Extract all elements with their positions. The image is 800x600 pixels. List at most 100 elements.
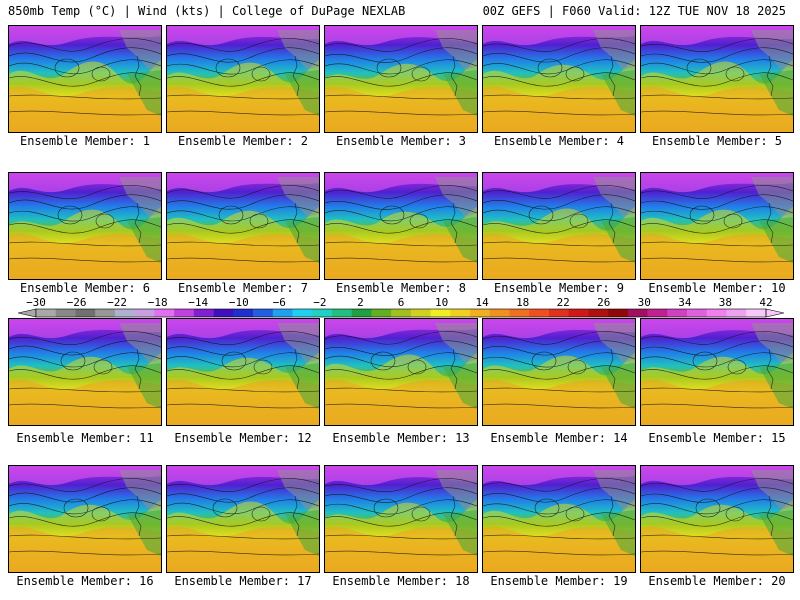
ensemble-map-panel [640,172,794,280]
ensemble-map-panel [8,465,162,573]
colorbar-tick-label: −26 [67,296,87,309]
temperature-map [641,173,793,279]
ensemble-member-label: Ensemble Member: 13 [332,431,470,445]
colorbar-tick-label: 30 [638,296,651,309]
colorbar-segment [430,309,451,317]
colorbar-segment [95,309,116,317]
colorbar-segment [391,309,412,317]
colorbar-segment [272,309,293,317]
temperature-map [325,26,477,132]
ensemble-member-label: Ensemble Member: 9 [493,281,625,295]
temperature-map [325,173,477,279]
temperature-map [641,466,793,572]
ensemble-member-label: Ensemble Member: 17 [174,574,312,588]
colorbar-tick-label: 2 [357,296,364,309]
ensemble-member-label: Ensemble Member: 2 [177,134,309,148]
colorbar-tick-label: 26 [597,296,610,309]
colorbar-segment [568,309,589,317]
colorbar-segment [470,309,491,317]
ensemble-map-panel [482,318,636,426]
colorbar-segment [529,309,550,317]
colorbar-segment [292,309,313,317]
temperature-map [483,173,635,279]
colorbar-segment [687,309,708,317]
temperature-map [641,26,793,132]
colorbar-segment [588,309,609,317]
colorbar-segment [647,309,668,317]
ensemble-map-panel [166,25,320,133]
ensemble-map-panel [324,25,478,133]
temperature-map [641,319,793,425]
header-title: 850mb Temp (°C) | Wind (kts) | College o… [8,4,406,18]
ensemble-map-panel [324,172,478,280]
temperature-map [9,26,161,132]
ensemble-member-label: Ensemble Member: 7 [177,281,309,295]
ensemble-map-panel [324,318,478,426]
temperature-map [167,466,319,572]
ensemble-member-label: Ensemble Member: 6 [19,281,151,295]
colorbar-segment [36,309,57,317]
colorbar-tick-label: 14 [475,296,489,309]
ensemble-member-label: Ensemble Member: 14 [490,431,628,445]
header-run-info: 00Z GEFS | F060 Valid: 12Z TUE NOV 18 20… [482,4,786,18]
ensemble-map-panel [8,25,162,133]
temperature-map [167,26,319,132]
temperature-map [167,319,319,425]
colorbar-tick-label: 18 [516,296,529,309]
ensemble-map-panel [8,318,162,426]
colorbar-segment [253,309,274,317]
colorbar-tick-label: −14 [188,296,208,309]
colorbar-segment [233,309,254,317]
colorbar-tick-label: 38 [719,296,732,309]
ensemble-member-label: Ensemble Member: 18 [332,574,470,588]
colorbar-tick-label: 10 [435,296,448,309]
colorbar-segment [193,309,214,317]
colorbar-left-arrow [17,308,37,318]
colorbar-segment [489,309,510,317]
ensemble-map-panel [166,172,320,280]
temperature-map [483,26,635,132]
colorbar-segment [312,309,333,317]
ensemble-member-label: Ensemble Member: 1 [19,134,151,148]
ensemble-member-label: Ensemble Member: 19 [490,574,628,588]
ensemble-map-panel [482,25,636,133]
temperature-map [325,466,477,572]
ensemble-map-panel [166,318,320,426]
ensemble-map-panel [482,465,636,573]
ensemble-member-label: Ensemble Member: 20 [648,574,786,588]
ensemble-map-panel [8,172,162,280]
ensemble-map-panel [640,318,794,426]
colorbar-tick-label: −30 [26,296,46,309]
ensemble-member-label: Ensemble Member: 4 [493,134,625,148]
colorbar-segment [154,309,175,317]
colorbar-segment [706,309,727,317]
colorbar-tick-label: −22 [107,296,127,309]
temperature-map [325,319,477,425]
colorbar-segment [75,309,96,317]
colorbar-segment [410,309,431,317]
colorbar-segment [331,309,352,317]
colorbar-segment [509,309,530,317]
colorbar-tick-label: −2 [313,296,326,309]
ensemble-map-panel [324,465,478,573]
colorbar-tick-label: 34 [678,296,692,309]
colorbar-segment [726,309,747,317]
colorbar-tick-label: 6 [398,296,405,309]
ensemble-member-label: Ensemble Member: 11 [16,431,154,445]
ensemble-member-label: Ensemble Member: 16 [16,574,154,588]
ensemble-member-label: Ensemble Member: 15 [648,431,786,445]
colorbar-tick-label: −18 [148,296,168,309]
colorbar-segment [174,309,195,317]
colorbar-segment [351,309,372,317]
ensemble-member-label: Ensemble Member: 12 [174,431,312,445]
temperature-colorbar: −30 −26 −22 −18 −14 −10 −6 −2 2 6 10 14 18 22 26 30 34 38… [17,296,785,318]
colorbar-segment [746,309,767,317]
ensemble-map-panel [640,25,794,133]
colorbar-tick-label: −6 [273,296,286,309]
ensemble-map-panel [166,465,320,573]
temperature-map [167,173,319,279]
colorbar-segment [627,309,648,317]
temperature-map [9,173,161,279]
colorbar-tick-label: −10 [229,296,249,309]
ensemble-member-label: Ensemble Member: 8 [335,281,467,295]
